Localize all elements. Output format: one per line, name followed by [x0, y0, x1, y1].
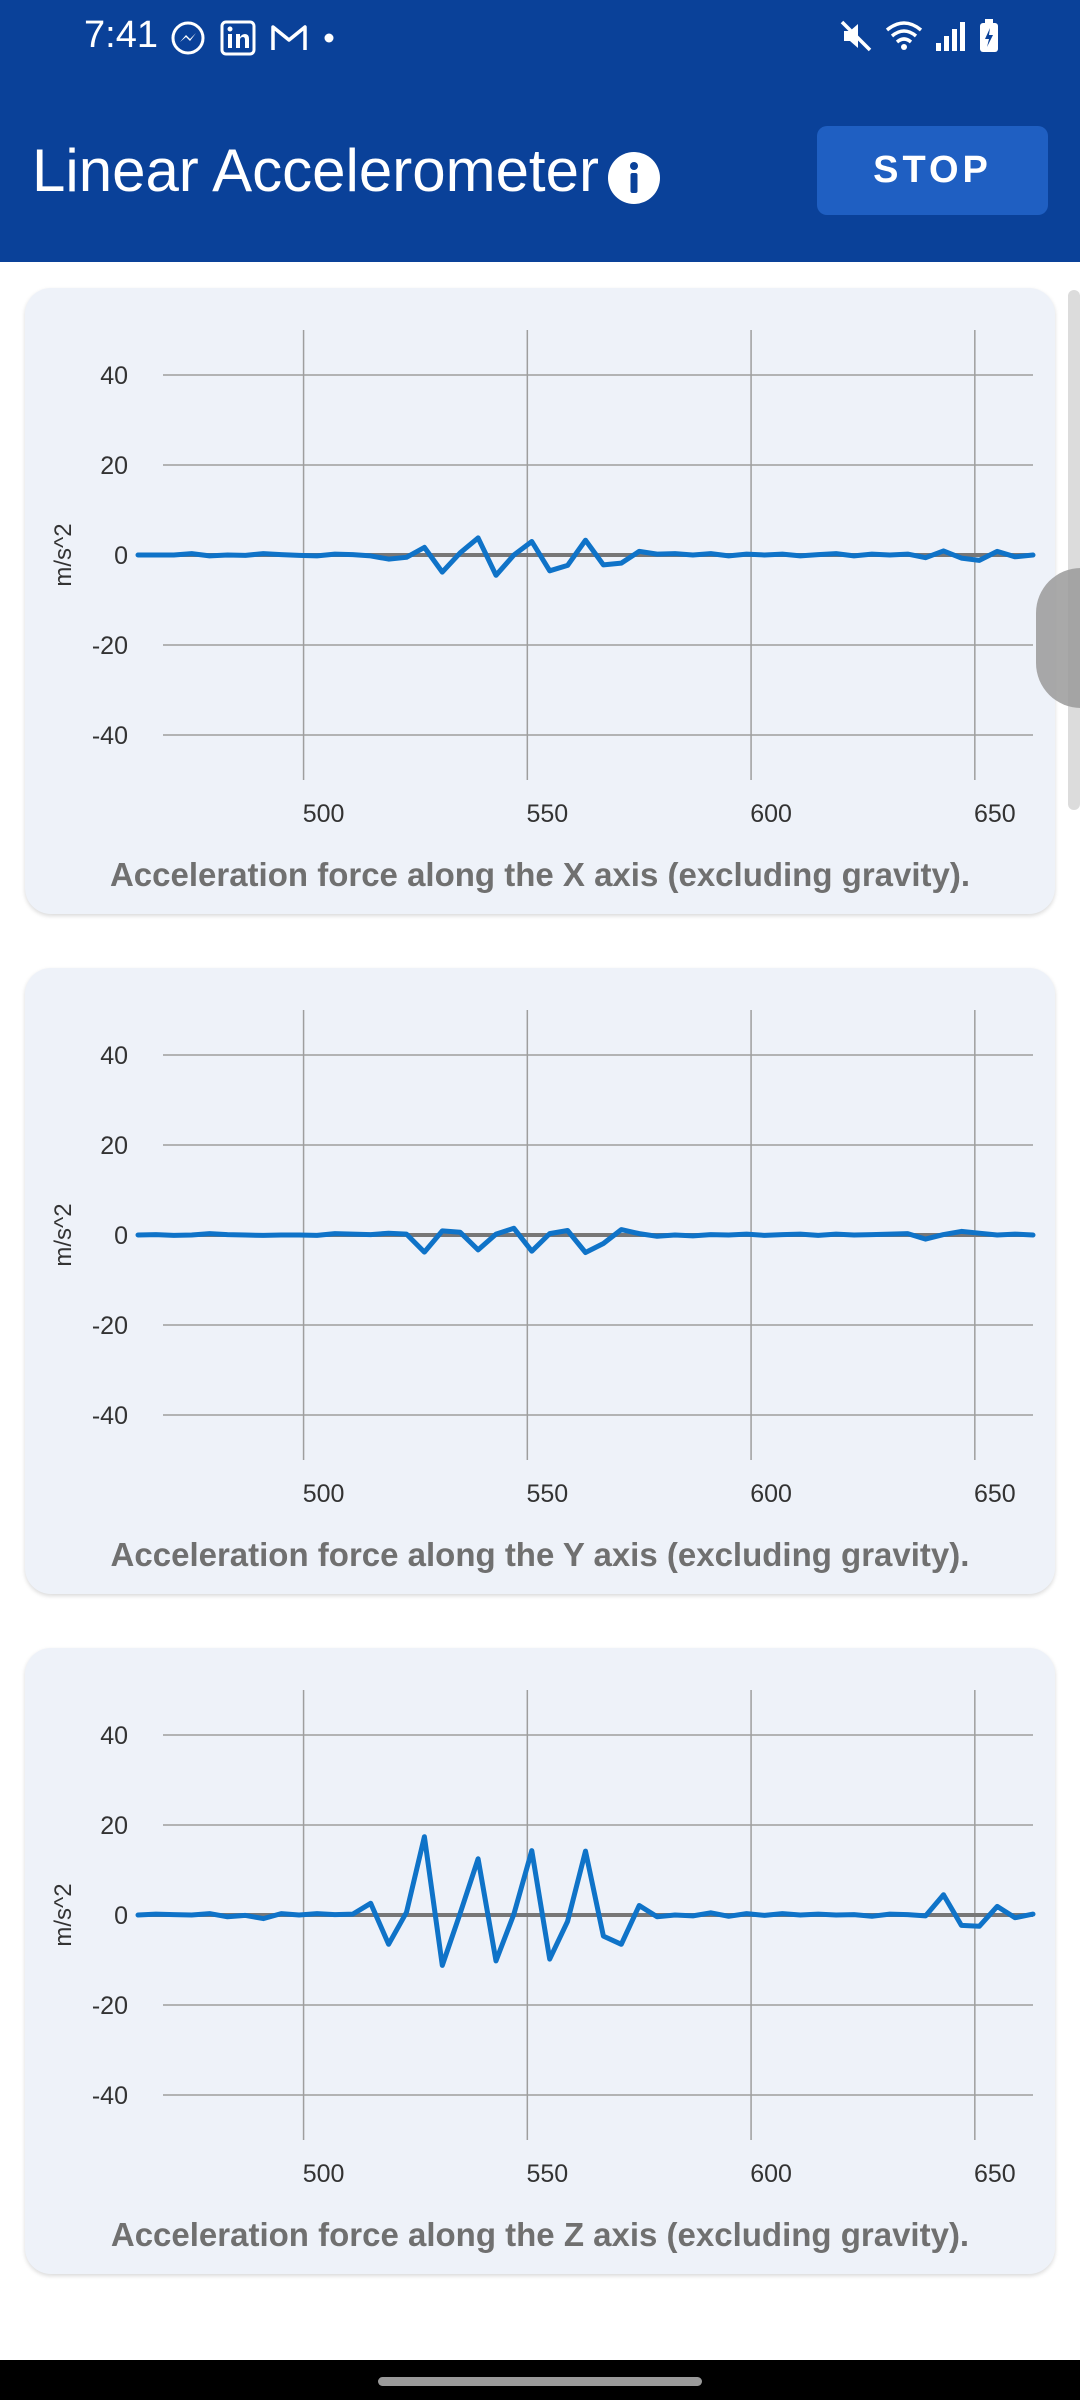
y-tick-label: -40 [92, 1402, 128, 1430]
x-tick-label: 550 [526, 800, 568, 828]
home-gesture-handle[interactable] [378, 2377, 702, 2386]
y-tick-label: 40 [100, 1042, 128, 1070]
y-axis-label: m/s^2 [50, 523, 77, 586]
y-tick-label: -20 [92, 632, 128, 660]
y-tick-label: 20 [100, 1132, 128, 1160]
navigation-bar [0, 2360, 1080, 2400]
chart-z-axis-plot: 40 20 0 -20 -40 500 550 600 650 m/s^2 [50, 1690, 1036, 2188]
x-tick-label: 500 [303, 800, 345, 828]
chart-card-y: 40 20 0 -20 -40 500 550 600 650 m/s^2 Acceleratio… [25, 968, 1055, 1594]
chart-y-axis-plot: 40 20 0 -20 -40 500 550 600 650 m/s^2 [50, 1010, 1036, 1508]
y-tick-label: 0 [114, 542, 128, 570]
messenger-icon [171, 21, 205, 55]
chart-caption: Acceleration force along the Y axis (exc… [110, 1536, 970, 1573]
notification-icons [170, 20, 336, 56]
gmail-icon [271, 25, 307, 50]
y-tick-label: 40 [100, 1722, 128, 1750]
linkedin-icon [220, 20, 256, 56]
y-tick-label: 20 [100, 452, 128, 480]
mute-icon [840, 20, 872, 52]
y-tick-label: -40 [92, 2082, 128, 2110]
signal-icon [936, 22, 965, 51]
x-tick-label: 650 [974, 2160, 1016, 2188]
y-tick-label: -20 [92, 1992, 128, 2020]
x-tick-label: 600 [750, 1480, 792, 1508]
battery-icon [980, 19, 998, 52]
x-tick-label: 650 [974, 1480, 1016, 1508]
series-line [135, 1225, 1036, 1255]
floating-handle[interactable] [1036, 568, 1080, 708]
scrollbar[interactable] [1068, 290, 1080, 810]
chart-x-axis-plot: 40 20 0 -20 -40 500 550 600 650 m/s^2 [50, 330, 1036, 828]
page-title: Linear Accelerometer [32, 137, 599, 204]
x-tick-label: 500 [303, 1480, 345, 1508]
chart-card-x: 40 20 0 -20 -40 500 550 600 650 m/s^2 Acceleratio… [25, 288, 1055, 914]
series-line [135, 1834, 1036, 1968]
x-tick-label: 550 [526, 2160, 568, 2188]
y-axis-label: m/s^2 [50, 1883, 77, 1946]
wifi-icon [885, 21, 923, 50]
x-tick-label: 500 [303, 2160, 345, 2188]
status-bar: 7:41 [0, 0, 1080, 80]
y-tick-label: -40 [92, 722, 128, 750]
y-tick-label: -20 [92, 1312, 128, 1340]
chart-caption: Acceleration force along the Z axis (exc… [110, 2216, 970, 2253]
y-tick-label: 0 [114, 1222, 128, 1250]
dot-icon [324, 33, 334, 43]
x-tick-label: 550 [526, 1480, 568, 1508]
y-tick-label: 0 [114, 1902, 128, 1930]
series-line [135, 535, 1036, 578]
system-icons [838, 18, 1000, 54]
x-tick-label: 650 [974, 800, 1016, 828]
x-tick-label: 600 [750, 800, 792, 828]
info-icon[interactable] [607, 151, 661, 205]
x-tick-label: 600 [750, 2160, 792, 2188]
y-axis-label: m/s^2 [50, 1203, 77, 1266]
chart-caption: Acceleration force along the X axis (exc… [109, 856, 971, 893]
y-tick-label: 20 [100, 1812, 128, 1840]
stop-button[interactable]: STOP [817, 126, 1048, 215]
app-bar: 7:41 [0, 0, 1080, 262]
status-time: 7:41 [84, 14, 158, 56]
y-tick-label: 40 [100, 362, 128, 390]
chart-card-z: 40 20 0 -20 -40 500 550 600 650 m/s^2 Acceleratio… [25, 1648, 1055, 2274]
